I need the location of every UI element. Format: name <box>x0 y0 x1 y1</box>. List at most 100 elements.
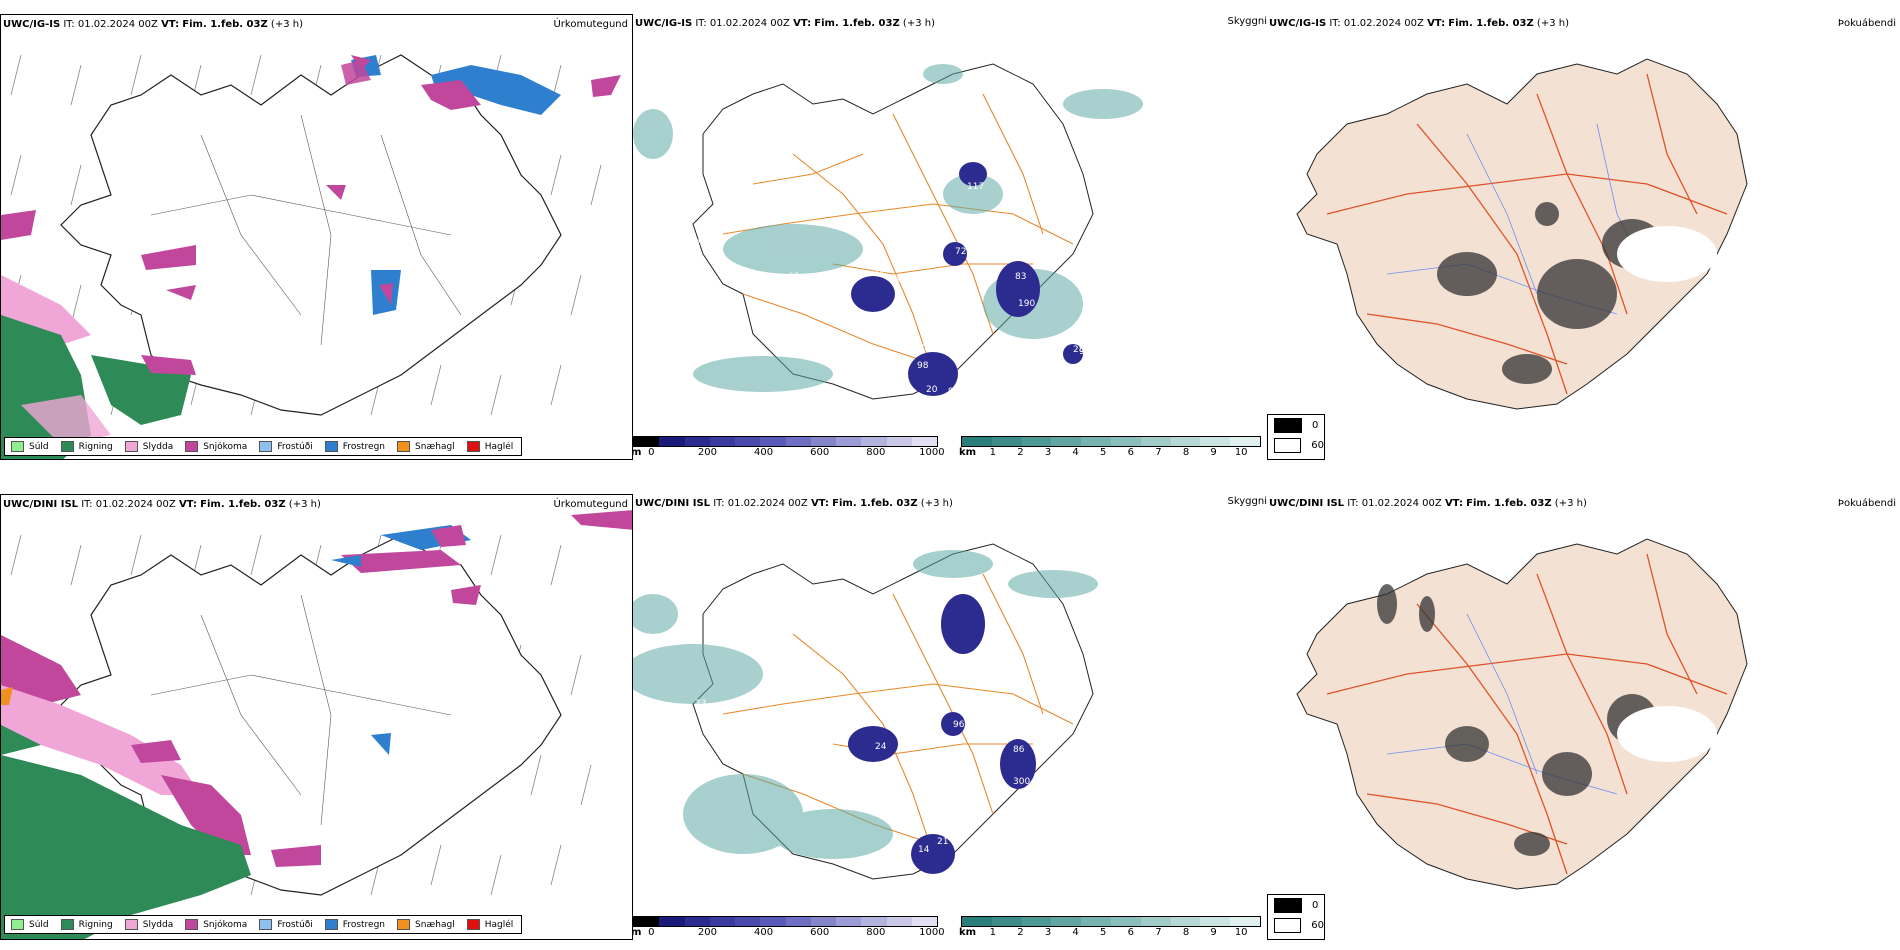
colorbar-tick: 5 <box>1100 447 1107 458</box>
colorbar-cell <box>861 437 887 446</box>
panel-title: Þokuábendi <box>1837 498 1896 509</box>
visibility-panel-row2: 23 96 86 300 24 21 14 85 105 UWC/DINI ISL IT: 01… <box>633 494 1267 940</box>
colorbar-tick: 2 <box>1017 447 1024 458</box>
fog-legend-row: 0 <box>1268 895 1324 915</box>
init-time: 01.02.2024 00Z <box>709 18 790 29</box>
fog-panel-row1: UWC/IG-IS IT: 01.02.2024 00Z VT: Fim. 1.… <box>1267 14 1900 460</box>
legend-swatch <box>124 919 138 930</box>
panel-title: Úrkomutegund <box>553 19 628 30</box>
visibility-value-label: 14 <box>811 352 823 362</box>
panel-title: Þokuábendi <box>1837 18 1896 29</box>
visibility-value-label: 96 <box>953 720 965 730</box>
colorbar-cell <box>836 917 862 926</box>
visibility-value-label: 117 <box>967 182 984 192</box>
legend-label: Snjókoma <box>203 919 248 930</box>
panel-header: UWC/DINI ISL IT: 01.02.2024 00Z VT: Fim.… <box>3 499 321 510</box>
visibility-value-label: 63 <box>788 272 799 282</box>
vt-label: VT: <box>793 18 812 29</box>
colorbar-tick: 800 <box>866 927 886 938</box>
legend-label: Slydda <box>142 919 174 930</box>
colorbar-cell <box>886 917 912 926</box>
height-colorbar-ticks: m 0 200 400 600 800 1000 <box>633 447 945 459</box>
legend-swatch <box>324 441 338 452</box>
legend-item: Súld <box>7 441 55 452</box>
colorbar-cell <box>1140 917 1171 926</box>
precip-map-row1 <box>1 54 621 459</box>
colorbar-cell <box>1200 917 1231 926</box>
height-colorbar: m 0 200 400 600 800 1000 <box>633 436 945 458</box>
legend-swatch <box>185 919 199 930</box>
colorbar-cell <box>1021 917 1052 926</box>
colorbar-tick: 400 <box>753 927 774 938</box>
lead-time: (+3 h) <box>902 18 935 29</box>
fog-legend-row: 60 <box>1268 915 1324 935</box>
colorbar-tick: 7 <box>1155 447 1162 458</box>
colorbar-cell <box>735 437 761 446</box>
legend-swatch <box>124 441 138 452</box>
precip-type-panel-row2: UWC/DINI ISL IT: 01.02.2024 00Z VT: Fim.… <box>0 494 633 940</box>
lead-time: (+3 h) <box>920 498 953 509</box>
legend-swatch <box>60 919 74 930</box>
legend-label: Rigning <box>78 919 113 930</box>
fog-legend: 0 60 <box>1267 894 1325 940</box>
fog-legend: 0 60 <box>1267 414 1325 460</box>
fog-legend-row: 0 <box>1268 415 1324 435</box>
visibility-colorbar-ticks: km 1 2 3 4 5 6 7 8 9 10 <box>959 447 1261 459</box>
colorbar-tick: 800 <box>866 447 886 458</box>
model-name: UWC/IG-IS <box>3 19 61 30</box>
legend-swatch <box>185 441 199 452</box>
panel-header: UWC/IG-IS IT: 01.02.2024 00Z VT: Fim. 1.… <box>3 19 303 30</box>
visibility-value-label: 300 <box>1013 777 1030 787</box>
legend-item: Frostúði <box>255 919 318 930</box>
colorbar-cell <box>634 437 660 446</box>
init-time: 01.02.2024 00Z <box>95 499 176 510</box>
visibility-panel-row1: 22 82 63 24 131 72 83 190 117 80 148 98 20 91 14 28 91 U… <box>633 14 1267 460</box>
visibility-value-label: 22 <box>695 239 706 249</box>
legend-swatch <box>259 441 273 452</box>
colorbar-cell <box>735 917 761 926</box>
visibility-value-label: 91 <box>1079 347 1090 357</box>
legend-label: Súld <box>29 441 49 452</box>
colorbar-cell <box>760 437 786 446</box>
precip-map-row2 <box>1 510 632 939</box>
colorbar-tick: 7 <box>1155 927 1162 938</box>
colorbar-tick: 0 <box>648 447 655 458</box>
colorbar-cell <box>684 437 710 446</box>
legend-item: Slydda <box>121 441 179 452</box>
colorbar-tick: 600 <box>810 447 830 458</box>
visibility-value-label: 24 <box>875 742 887 752</box>
init-time: 01.02.2024 00Z <box>1343 18 1424 29</box>
visibility-map-row2: 23 96 86 300 24 21 14 85 105 <box>633 543 1098 883</box>
fog-legend-swatch <box>1274 897 1302 913</box>
colorbar-tick: 1000 <box>919 447 945 458</box>
colorbar-tick: 200 <box>697 927 717 938</box>
visibility-colorbar-cells <box>961 436 1261 447</box>
legend-item: Snæhagl <box>393 919 461 930</box>
it-label: IT: <box>63 19 75 30</box>
legend-item: Snjókoma <box>181 919 253 930</box>
model-name: UWC/DINI ISL <box>635 498 711 509</box>
lead-time: (+3 h) <box>270 19 303 30</box>
colorbar-tick: 600 <box>810 927 830 938</box>
colorbar-cell <box>1170 917 1201 926</box>
colorbar-tick: 4 <box>1072 447 1079 458</box>
colorbar-tick: 200 <box>697 447 717 458</box>
fog-legend-row: 60 <box>1268 435 1324 455</box>
visibility-value-label: 72 <box>955 247 966 257</box>
colorbar-cell <box>962 437 992 446</box>
colorbar-cell <box>1140 437 1171 446</box>
valid-time: Fim. 1.feb. 03Z <box>200 499 286 510</box>
legend-label: Rigning <box>78 441 113 452</box>
legend-label: Frostúði <box>277 441 313 452</box>
legend-swatch <box>397 441 411 452</box>
panel-title: Skyggni <box>1227 16 1267 27</box>
precip-type-panel-row1: UWC/IG-IS IT: 01.02.2024 00Z VT: Fim. 1.… <box>0 14 633 460</box>
legend-swatch <box>259 919 273 930</box>
colorbar-tick: 1 <box>989 447 996 458</box>
legend-label: Frostregn <box>342 919 386 930</box>
valid-time: Fim. 1.feb. 03Z <box>814 18 900 29</box>
legend-swatch <box>11 441 24 452</box>
colorbar-tick: 1000 <box>919 927 945 938</box>
visibility-value-label: 23 <box>695 699 706 709</box>
colorbar-cell <box>836 437 862 446</box>
